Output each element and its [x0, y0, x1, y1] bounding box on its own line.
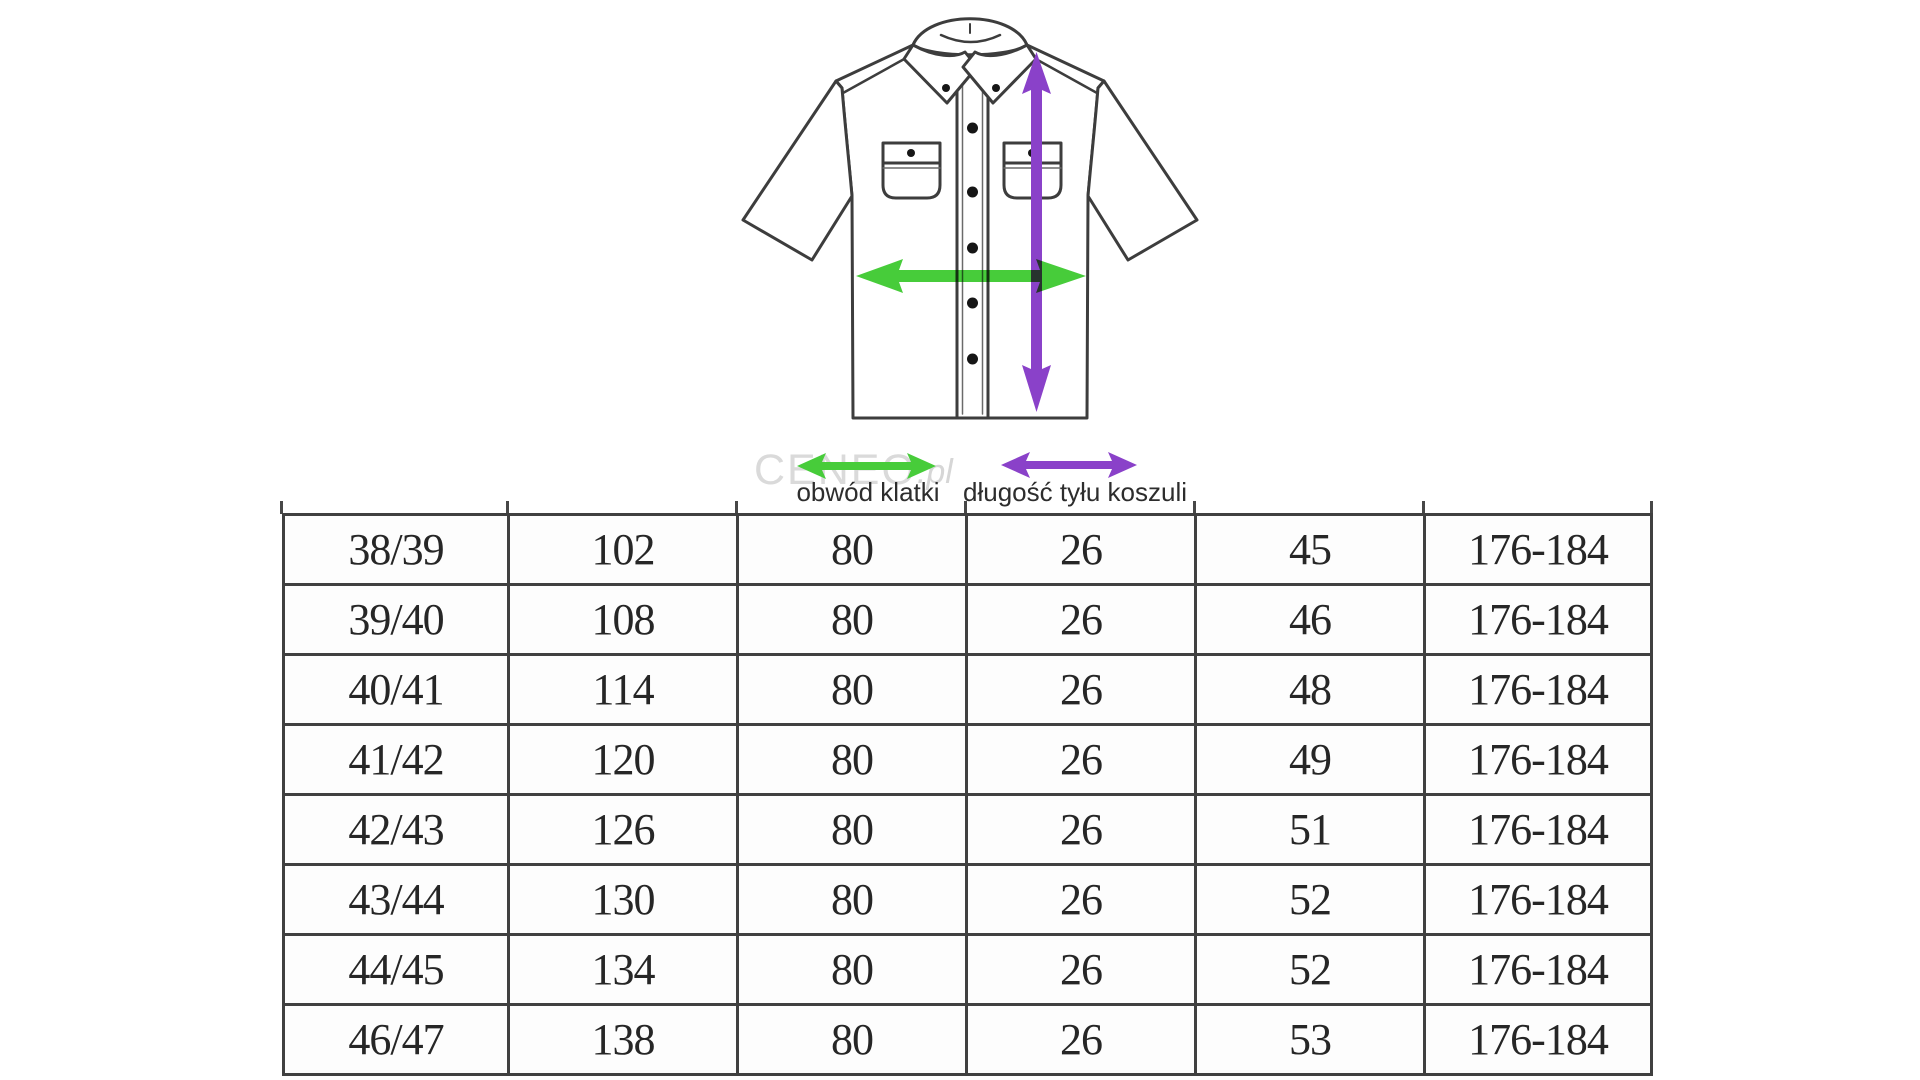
- table-cell: 26: [965, 656, 1194, 723]
- table-cell: 130: [507, 866, 736, 933]
- table-cell: 43/44: [348, 875, 444, 924]
- placket-button-5: [967, 353, 978, 365]
- table-cell: 80: [736, 866, 965, 933]
- table-cell: 134: [507, 936, 736, 1003]
- table-cell: 26: [965, 516, 1194, 583]
- table-cell: 52: [1194, 936, 1423, 1003]
- table-row: 41/42 120 80 26 49 176-184: [285, 723, 1650, 793]
- table-cell: 38/39: [348, 525, 444, 574]
- table-cell: 42/43: [348, 805, 444, 854]
- table-cell: 80: [736, 656, 965, 723]
- table-cell: 80: [736, 1006, 965, 1073]
- table-cell: 26: [965, 1006, 1194, 1073]
- shirt-collar-left-leaf: [902, 43, 979, 105]
- collar-button-right: [992, 84, 1000, 92]
- placket-button-4: [967, 297, 978, 309]
- shirt-left-sleeve: [741, 79, 854, 262]
- watermark-suffix: .pl: [916, 453, 953, 491]
- table-cell: 40/41: [348, 665, 444, 714]
- table-cell: 176-184: [1423, 516, 1650, 583]
- table-cell: 80: [736, 936, 965, 1003]
- table-cell: 80: [736, 516, 965, 583]
- shirt-yoke-seam-left: [841, 56, 908, 95]
- table-row: 39/40 108 80 26 46 176-184: [285, 583, 1650, 653]
- table-cell: 41/42: [348, 735, 444, 784]
- pocket-button-left: [907, 149, 915, 157]
- table-top-tick: [1422, 501, 1425, 514]
- legend-back-length-arrow: [1001, 452, 1137, 478]
- table-cell: 26: [965, 586, 1194, 653]
- table-cell: 114: [507, 656, 736, 723]
- table-cell: 26: [965, 936, 1194, 1003]
- shirt-collar-right-leaf: [961, 43, 1038, 105]
- placket-button-1: [967, 122, 978, 134]
- table-cell: 52: [1194, 866, 1423, 933]
- table-cell: 46/47: [348, 1015, 444, 1064]
- placket-button-2: [967, 186, 978, 198]
- table-cell: 176-184: [1423, 726, 1650, 793]
- table-cell: 45: [1194, 516, 1423, 583]
- shirt-right-sleeve: [1086, 79, 1199, 262]
- table-cell: 80: [736, 726, 965, 793]
- table-top-tick: [1193, 501, 1196, 514]
- table-cell: 48: [1194, 656, 1423, 723]
- table-cell: 80: [736, 586, 965, 653]
- table-cell: 26: [965, 866, 1194, 933]
- table-top-tick: [506, 501, 509, 514]
- table-cell: 176-184: [1423, 1006, 1650, 1073]
- table-top-tick: [964, 501, 967, 514]
- table-cell: 108: [507, 586, 736, 653]
- table-cell: 176-184: [1423, 656, 1650, 723]
- shirt-left-pocket: [881, 141, 942, 200]
- table-cell: 26: [965, 796, 1194, 863]
- table-cell: 49: [1194, 726, 1423, 793]
- table-top-tick: [280, 501, 283, 514]
- table-row: 38/39 102 80 26 45 176-184: [285, 516, 1650, 583]
- table-cell: 51: [1194, 796, 1423, 863]
- table-cell: 176-184: [1423, 866, 1650, 933]
- placket-button-3: [967, 242, 978, 254]
- table-cell: 44/45: [348, 945, 444, 994]
- back-length-arrow: [1022, 52, 1051, 412]
- table-top-tick: [1650, 501, 1653, 514]
- collar-button-left: [942, 84, 950, 92]
- table-cell: 176-184: [1423, 586, 1650, 653]
- table-cell: 120: [507, 726, 736, 793]
- table-cell: 138: [507, 1006, 736, 1073]
- table-cell: 53: [1194, 1006, 1423, 1073]
- legend-label-back-length: długość tyłu koszuli: [963, 477, 1187, 507]
- table-top-tick: [735, 501, 738, 514]
- legend-label-chest: obwód klatki: [796, 477, 940, 507]
- table-cell: 39/40: [348, 595, 444, 644]
- chest-arrow: [856, 259, 1086, 293]
- shirt-collar-inner-arc: [939, 33, 1002, 44]
- table-row: 43/44 130 80 26 52 176-184: [285, 863, 1650, 933]
- table-row: 42/43 126 80 26 51 176-184: [285, 793, 1650, 863]
- table-row: 40/41 114 80 26 48 176-184: [285, 653, 1650, 723]
- table-cell: 26: [965, 726, 1194, 793]
- table-row: 46/47 138 80 26 53 176-184: [285, 1003, 1650, 1073]
- legend-chest-arrow: [797, 453, 936, 479]
- table-cell: 80: [736, 796, 965, 863]
- table-cell: 176-184: [1423, 936, 1650, 1003]
- shirt-yoke-seam-right: [1032, 56, 1099, 95]
- table-row: 44/45 134 80 26 52 176-184: [285, 933, 1650, 1003]
- table-cell: 126: [507, 796, 736, 863]
- table-cell: 46: [1194, 586, 1423, 653]
- size-table: 38/39 102 80 26 45 176-184 39/40 108 80 26 46 176-1…: [282, 513, 1653, 1076]
- table-cell: 176-184: [1423, 796, 1650, 863]
- table-cell: 102: [507, 516, 736, 583]
